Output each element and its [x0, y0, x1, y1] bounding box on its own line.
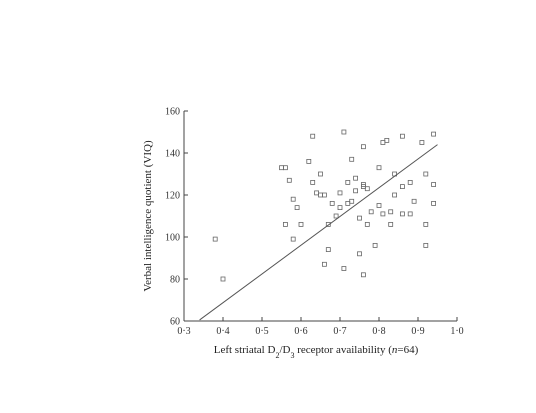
x-tick-label: 0·5: [255, 326, 268, 337]
data-point: [325, 221, 331, 227]
data-point: [392, 192, 398, 198]
y-tick-label: 60: [170, 317, 180, 328]
data-point: [325, 247, 331, 253]
data-point: [353, 175, 359, 181]
y-tick-label: 140: [165, 149, 180, 160]
y-axis-label: Verbal intelligence quotient (VIQ): [142, 140, 154, 292]
data-point: [399, 184, 405, 190]
data-point: [314, 190, 320, 196]
data-point: [407, 211, 413, 217]
data-point: [384, 137, 390, 143]
data-point: [431, 182, 437, 187]
data-point: [388, 209, 394, 215]
data-point: [360, 144, 366, 150]
data-point: [329, 200, 335, 206]
data-point: [399, 211, 405, 217]
data-point: [349, 156, 355, 162]
data-point: [321, 192, 327, 198]
data-point: [341, 266, 347, 271]
data-point: [220, 276, 226, 282]
data-point: [376, 165, 382, 171]
y-tick-label: 80: [170, 275, 180, 286]
data-point: [360, 272, 366, 278]
data-point: [341, 129, 347, 135]
data-point: [372, 242, 378, 248]
data-point: [431, 200, 437, 206]
data-point: [310, 133, 316, 139]
data-point: [431, 131, 437, 137]
data-point: [345, 200, 351, 206]
y-tick-label: 120: [165, 191, 180, 202]
data-point: [337, 205, 343, 211]
data-point: [360, 184, 366, 190]
data-point: [357, 251, 362, 257]
y-ticks: 60 80 100 120 140 160: [165, 107, 188, 328]
data-point: [279, 165, 284, 171]
data-point: [318, 192, 323, 198]
data-point: [423, 221, 429, 227]
data-point: [380, 211, 386, 217]
data-point: [298, 221, 304, 227]
data-point: [411, 198, 417, 204]
data-point: [286, 177, 292, 183]
data-point: [357, 215, 362, 221]
data-point: [388, 221, 394, 227]
plot-area: [183, 111, 457, 322]
data-points: [212, 129, 437, 282]
x-axis-label: Left striatal D2/D3 receptor availabilit…: [214, 344, 419, 360]
data-point: [419, 140, 425, 145]
x-tick-label: 0·7: [333, 326, 346, 337]
data-point: [282, 221, 288, 227]
data-point: [337, 190, 343, 196]
x-tick-label: 0·3: [177, 326, 190, 337]
data-point: [212, 236, 218, 242]
data-point: [407, 179, 413, 185]
data-point: [423, 171, 429, 177]
data-point: [376, 203, 382, 208]
data-point: [368, 209, 374, 215]
y-tick-label: 100: [165, 233, 180, 244]
data-point: [364, 186, 370, 192]
data-point: [353, 188, 359, 194]
data-point: [290, 196, 296, 202]
data-point: [310, 179, 316, 185]
data-point: [282, 165, 288, 171]
data-point: [345, 179, 351, 185]
x-tick-label: 0·4: [216, 326, 229, 337]
data-point: [380, 140, 386, 145]
data-point: [321, 261, 327, 267]
data-point: [290, 236, 296, 242]
data-point: [294, 205, 300, 211]
data-point: [333, 213, 339, 219]
data-point: [306, 158, 312, 164]
x-tick-label: 0·8: [372, 326, 385, 337]
data-point: [423, 242, 429, 248]
x-ticks: 0·3 0·4 0·5 0·6 0·7 0·8 0·9 1·0: [177, 317, 464, 337]
regression-line: [199, 144, 438, 321]
data-point: [364, 221, 370, 227]
y-tick-label: 160: [165, 107, 180, 118]
data-point: [399, 133, 405, 139]
x-tick-label: 0·9: [411, 326, 424, 337]
data-point: [318, 171, 323, 177]
x-tick-label: 0·6: [294, 326, 307, 337]
data-point: [349, 198, 355, 204]
x-tick-label: 1·0: [450, 326, 463, 337]
